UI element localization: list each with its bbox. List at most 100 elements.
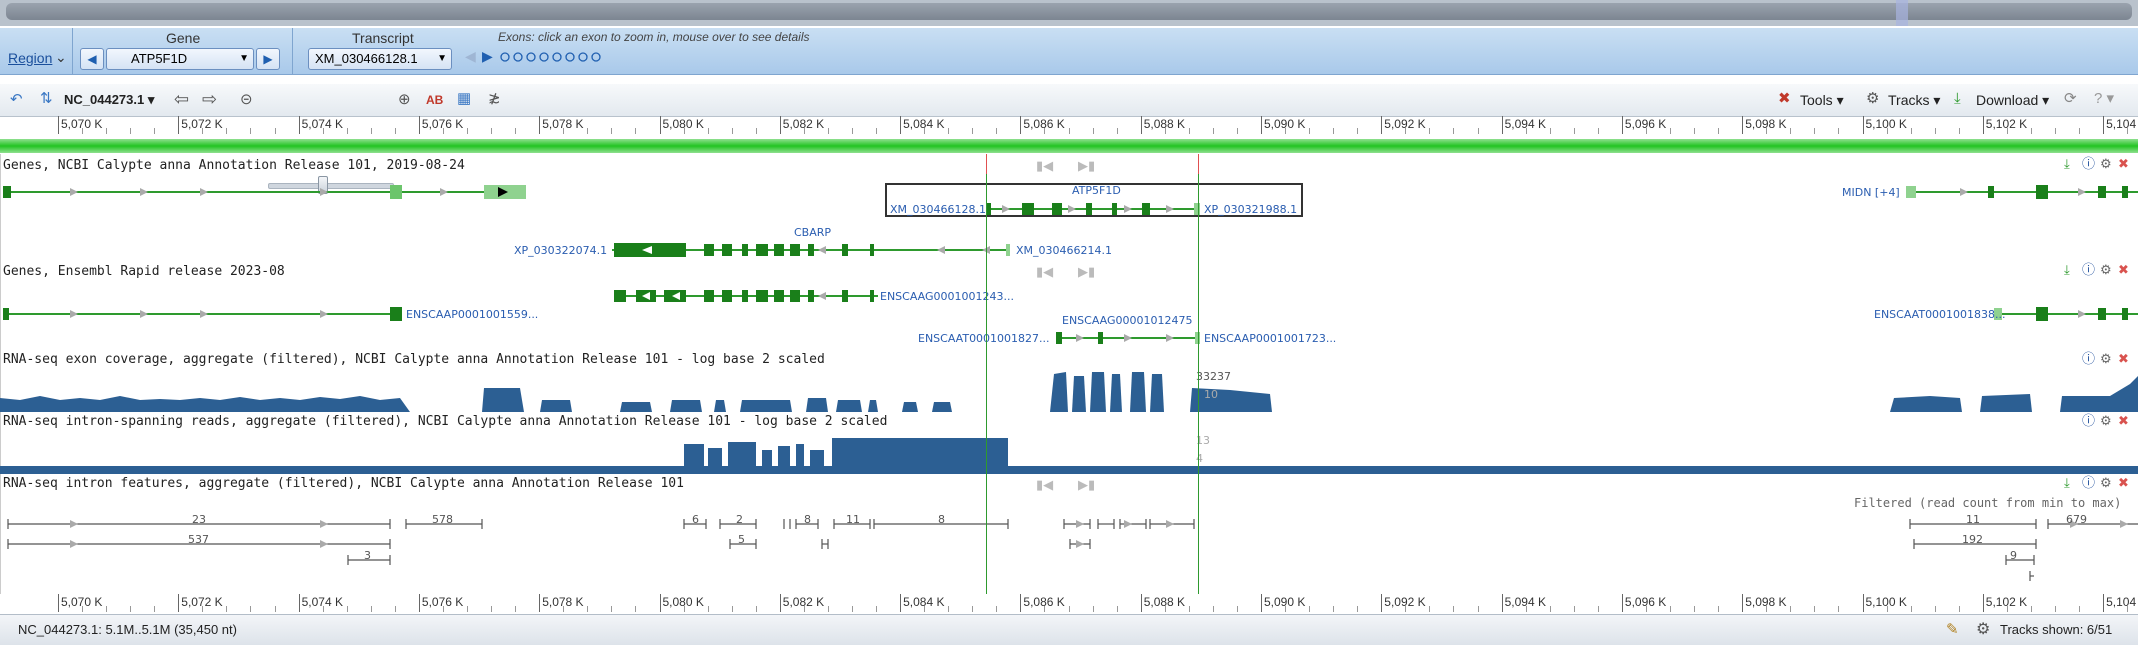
- overview-scrollbar[interactable]: [0, 0, 2138, 26]
- protein-label-xp988[interactable]: XP_030321988.1: [1204, 203, 1298, 216]
- track-download-icon[interactable]: ⤓: [2064, 262, 2070, 277]
- track-settings-icon[interactable]: ⚙: [2100, 262, 2112, 277]
- intron-count-192[interactable]: 192: [1962, 533, 1983, 546]
- ruler-minor-tick: [1164, 606, 1166, 612]
- track-download-icon[interactable]: ⤓: [2064, 156, 2070, 171]
- track-close-icon[interactable]: ✖: [2118, 262, 2129, 277]
- prev-gene-button[interactable]: ◀: [80, 48, 104, 70]
- track-download-icon[interactable]: ⤓: [2064, 475, 2070, 490]
- ensembl-label-caag12475[interactable]: ENSCAAG00001012475: [1062, 314, 1193, 327]
- intron-count-679[interactable]: 679: [2066, 513, 2087, 526]
- track-close-icon[interactable]: ✖: [2118, 156, 2129, 171]
- ruler-minor-tick: [1188, 128, 1190, 134]
- overview-thumb[interactable]: [6, 3, 2132, 20]
- reload-icon[interactable]: ⟳: [2064, 90, 2077, 107]
- track-nav-next-icon[interactable]: ▶▮: [1078, 477, 1096, 492]
- gene-label-midn[interactable]: MIDN [+4]: [1842, 186, 1900, 199]
- ruler-minor-tick: [996, 128, 998, 134]
- ensembl-label-caag1243[interactable]: ENSCAAG0001001243...: [880, 290, 1015, 303]
- intron-count-3[interactable]: 3: [364, 549, 371, 562]
- intron-count-9[interactable]: 9: [2010, 549, 2017, 562]
- zoom-out-icon[interactable]: ⊝: [240, 91, 253, 108]
- tools-menu[interactable]: Tools ▾: [1800, 92, 1844, 108]
- track-info-icon[interactable]: ⓘ: [2082, 475, 2096, 490]
- intron-count-8b[interactable]: 8: [938, 513, 945, 526]
- download-icon[interactable]: ⤓: [1954, 90, 1961, 107]
- ensembl-gene-track[interactable]: [0, 282, 2138, 350]
- pan-right-icon[interactable]: ⇨: [202, 89, 218, 109]
- pan-left-icon[interactable]: ⇦: [174, 89, 190, 109]
- track-info-icon[interactable]: ⓘ: [2082, 262, 2096, 277]
- tools-icon[interactable]: ✖: [1778, 90, 1791, 107]
- intron-count-23[interactable]: 23: [192, 513, 206, 526]
- track-nav-next-icon[interactable]: ▶▮: [1078, 158, 1096, 173]
- track-nav-next-icon[interactable]: ▶▮: [1078, 264, 1096, 279]
- exon-selector-dots[interactable]: [498, 50, 604, 64]
- prev-exon-icon[interactable]: ◀: [465, 48, 476, 64]
- sequence-select[interactable]: NC_044273.1 ▾: [64, 92, 155, 107]
- transcript-label-xm128[interactable]: XM_030466128.1: [890, 203, 987, 216]
- intron-features-track[interactable]: [0, 510, 2138, 594]
- intron-count-578[interactable]: 578: [432, 513, 453, 526]
- gene-label-cbarp[interactable]: CBARP: [794, 226, 832, 239]
- ruler-minor-tick: [467, 606, 469, 612]
- transcript-label-xm214[interactable]: XM_030466214.1: [1016, 244, 1113, 257]
- tracks-menu[interactable]: Tracks ▾: [1888, 92, 1941, 108]
- track-settings-icon[interactable]: ⚙: [2100, 156, 2112, 171]
- ncbi-gene-track[interactable]: [0, 172, 2138, 262]
- help-icon[interactable]: ? ▾: [2094, 90, 2115, 107]
- track-close-icon[interactable]: ✖: [2118, 475, 2129, 490]
- track-info-icon[interactable]: ⓘ: [2082, 156, 2096, 171]
- flip-strand-icon[interactable]: ⇅: [40, 90, 53, 107]
- gear-icon[interactable]: ⚙: [1976, 621, 1991, 638]
- track-settings-icon[interactable]: ⚙: [2100, 413, 2112, 428]
- exon-coverage-graph[interactable]: [0, 370, 2138, 412]
- intron-count-8a[interactable]: 8: [804, 513, 811, 526]
- ruler-tick-line: [1621, 594, 1623, 612]
- track-info-icon[interactable]: ⓘ: [2082, 351, 2096, 366]
- alignment-view-icon[interactable]: ▦: [457, 90, 472, 107]
- intron-count-5[interactable]: 5: [738, 533, 745, 546]
- ruler-minor-tick: [851, 128, 853, 134]
- gene-label-atp5f1d[interactable]: ATP5F1D: [1072, 184, 1121, 197]
- track-settings-icon[interactable]: ⚙: [2100, 475, 2112, 490]
- intron-count-11-right[interactable]: 11: [1966, 513, 1980, 526]
- next-exon-icon[interactable]: ▶: [482, 48, 493, 64]
- gene-select[interactable]: ATP5F1D ▼: [106, 48, 254, 70]
- sequence-text-icon[interactable]: AB: [426, 93, 444, 107]
- track-close-icon[interactable]: ✖: [2118, 413, 2129, 428]
- region-chevron-icon[interactable]: ⌄: [55, 49, 67, 65]
- ensembl-label-caap1559[interactable]: ENSCAAP0001001559...: [406, 308, 539, 321]
- intron-count-6[interactable]: 6: [692, 513, 699, 526]
- ruler-minor-tick: [731, 128, 733, 134]
- zoom-in-icon[interactable]: ⊕: [398, 91, 411, 108]
- transcript-select[interactable]: XM_030466128.1 ▼: [308, 48, 452, 70]
- gear-icon[interactable]: ⚙: [1866, 90, 1880, 107]
- intron-count-11[interactable]: 11: [846, 513, 860, 526]
- track-close-icon[interactable]: ✖: [2118, 351, 2129, 366]
- next-gene-button[interactable]: ▶: [256, 48, 280, 70]
- exon-boundary-marker-red-right: [1198, 154, 1199, 174]
- track-settings-icon[interactable]: ⚙: [2100, 351, 2112, 366]
- track-nav-prev-icon[interactable]: ▮◀: [1036, 264, 1054, 279]
- protein-label-xp074[interactable]: XP_030322074.1: [514, 244, 608, 257]
- track-nav-prev-icon[interactable]: ▮◀: [1036, 477, 1054, 492]
- download-menu[interactable]: Download ▾: [1976, 92, 2050, 108]
- ensembl-label-caat1838[interactable]: ENSCAAT0001001838...: [1874, 308, 2006, 321]
- intron-count-2[interactable]: 2: [736, 513, 743, 526]
- ruler-minor-tick: [1886, 128, 1888, 134]
- intron-count-537[interactable]: 537: [188, 533, 209, 546]
- undo-icon[interactable]: ↶: [10, 91, 23, 108]
- range-selection-band[interactable]: [0, 139, 2138, 153]
- ensembl-label-caap1723[interactable]: ENSCAAP0001001723...: [1204, 332, 1337, 345]
- ensembl-label-caat1827[interactable]: ENSCAAT0001001827...: [918, 332, 1050, 345]
- edit-icon[interactable]: ✎: [1946, 621, 1959, 638]
- intron-reads-graph[interactable]: [0, 432, 2138, 474]
- region-menu[interactable]: Region: [8, 50, 53, 66]
- tracks-shown-count[interactable]: Tracks shown: 6/51: [2000, 622, 2113, 637]
- ruler-minor-tick: [1212, 128, 1214, 134]
- track-nav-prev-icon[interactable]: ▮◀: [1036, 158, 1054, 173]
- ruler-minor-tick: [876, 606, 878, 612]
- track-info-icon[interactable]: ⓘ: [2082, 413, 2096, 428]
- fit-tracks-icon[interactable]: ≵: [488, 90, 501, 107]
